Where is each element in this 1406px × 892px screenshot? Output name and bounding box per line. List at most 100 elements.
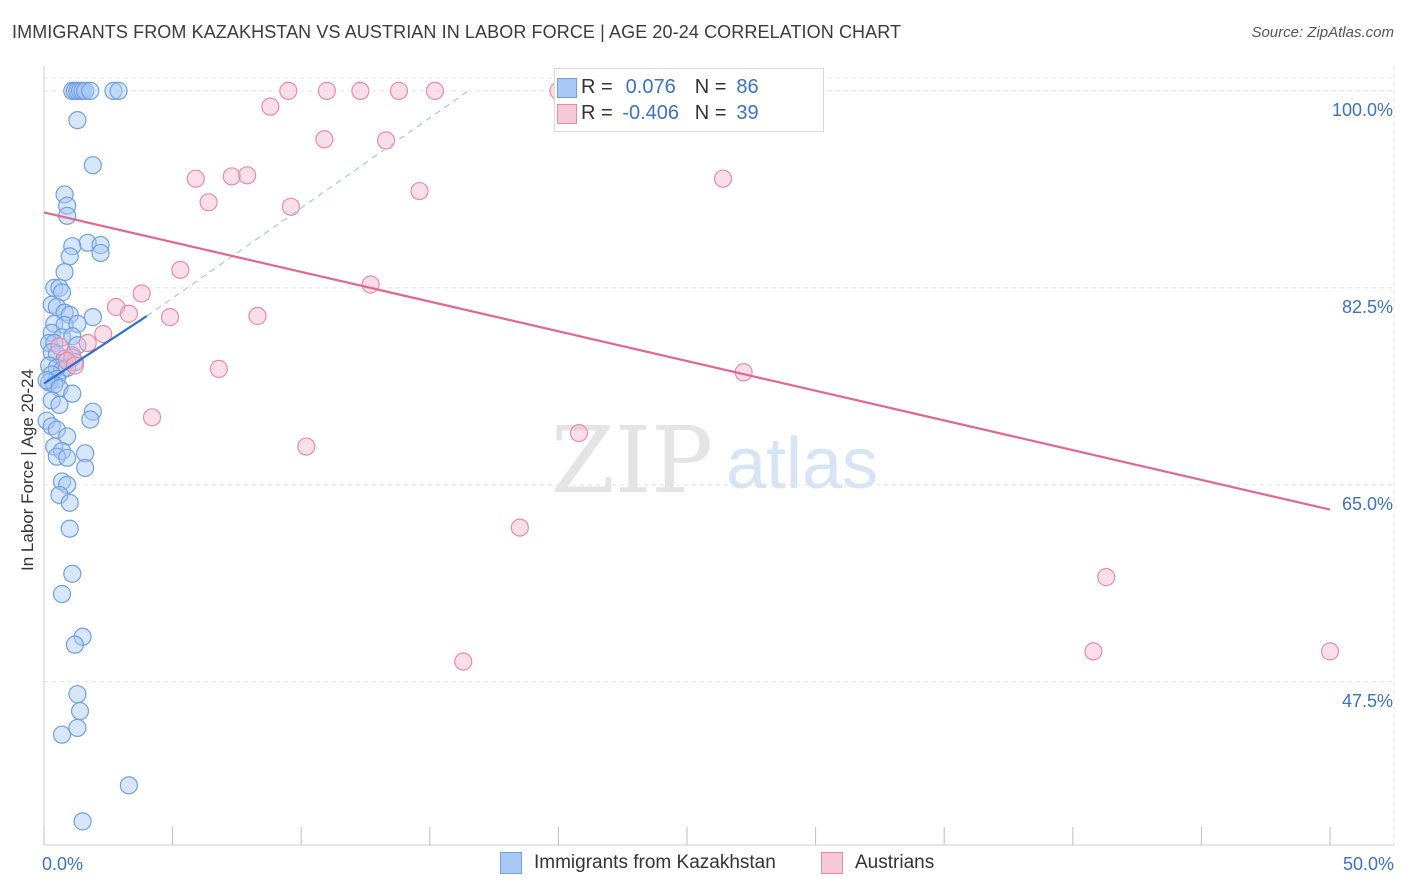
x-tick-label: 50.0%	[1343, 854, 1394, 874]
austrian-point	[1097, 568, 1116, 587]
austrian-trend-line	[43, 211, 1331, 511]
kazakhstan-point	[68, 111, 87, 130]
austrian-point	[297, 437, 316, 456]
austrian-point	[171, 260, 190, 279]
y-tick-label: 82.5%	[1342, 297, 1393, 317]
kazakhstan-point	[58, 196, 77, 215]
n-value: 86	[736, 75, 759, 98]
austrian-point	[410, 181, 429, 201]
austrian-point	[425, 81, 445, 100]
kazakhstan-point	[37, 411, 56, 430]
kazakhstan-point	[50, 395, 69, 415]
r-value: 0.076	[625, 75, 676, 98]
austrian-point	[78, 333, 97, 353]
austrian-point	[1320, 642, 1340, 661]
blue-swatch	[500, 852, 522, 874]
kazakhstan-point	[58, 475, 77, 494]
y-tick-label: 65.0%	[1342, 494, 1393, 514]
kazakhstan-point	[63, 384, 82, 403]
austrian-point	[1084, 642, 1103, 661]
axes	[43, 66, 1394, 846]
y-tick-label: 100.0%	[1332, 100, 1393, 120]
austrian-point	[261, 97, 280, 116]
r-label: R =	[581, 101, 613, 124]
watermark-atlas: atlas	[726, 424, 878, 504]
n-value: 39	[736, 101, 759, 124]
kazakhstan-point	[52, 725, 72, 744]
kazakhstan-trend-extension	[146, 90, 469, 317]
n-label: N =	[694, 101, 727, 124]
austrian-point	[317, 81, 337, 100]
austrian-point	[569, 423, 589, 443]
austrian-point	[248, 306, 267, 326]
kazakhstan-point	[70, 701, 90, 721]
austrian-point	[361, 275, 380, 294]
kazakhstan-point	[52, 584, 72, 604]
kazakhstan-point	[65, 635, 84, 654]
legend-label: Immigrants from Kazakhstan	[534, 852, 776, 873]
stats-legend-row-blue: R = 0.076 N = 86	[557, 74, 759, 100]
kazakhstan-point	[81, 410, 100, 429]
stats-legend-row-pink: R = -0.406 N = 39	[557, 100, 759, 126]
pink-swatch	[821, 852, 843, 874]
tick-labels: 47.5% 65.0% 82.5% 100.0% 0.0% 50.0%	[42, 100, 1394, 874]
legend-item-kazakhstan: Immigrants from Kazakhstan	[500, 852, 776, 874]
austrian-point	[510, 518, 529, 537]
kazakhstan-point	[83, 156, 102, 175]
austrian-point	[50, 337, 69, 356]
austrian-point	[199, 193, 218, 212]
source-credit: Source: ZipAtlas.com	[1251, 24, 1394, 41]
austrian-point	[142, 408, 162, 427]
kazakhstan-point	[76, 458, 95, 478]
kazakhstan-point	[76, 81, 95, 100]
austrian-point	[315, 130, 334, 149]
kazakhstan-point	[76, 444, 95, 463]
austrian-point	[186, 169, 205, 188]
legend-item-austrians: Austrians	[821, 852, 934, 874]
kazakhstan-point	[63, 564, 82, 583]
kazakhstan-point	[63, 327, 82, 346]
kazakhstan-point	[83, 308, 102, 327]
kazakhstan-point	[60, 247, 79, 266]
austrian-point	[279, 81, 298, 100]
austrian-point	[132, 284, 151, 303]
n-label: N =	[694, 75, 727, 98]
pink-swatch	[557, 104, 577, 124]
kazakhstan-point	[81, 81, 100, 100]
data-points	[37, 81, 1340, 831]
austrian-point	[209, 359, 228, 378]
austrian-point	[281, 197, 301, 216]
austrian-point	[94, 324, 113, 344]
austrian-point	[454, 652, 473, 671]
kazakhstan-point	[91, 235, 110, 255]
austrian-point	[222, 167, 241, 186]
kazakhstan-point	[68, 718, 87, 738]
chart-title: IMMIGRANTS FROM KAZAKHSTAN VS AUSTRIAN I…	[12, 22, 902, 42]
y-tick-label: 47.5%	[1342, 691, 1393, 711]
trend-lines	[43, 90, 1331, 511]
stats-legend: R = 0.076 N = 86 R = -0.406 N = 39	[554, 68, 824, 132]
austrian-point	[238, 166, 257, 185]
kazakhstan-point	[55, 185, 74, 204]
kazakhstan-point	[52, 472, 72, 491]
watermark: ZIP atlas	[551, 407, 878, 514]
legend-label: Austrians	[855, 852, 935, 873]
kazakhstan-point	[119, 776, 138, 795]
kazakhstan-point	[58, 448, 77, 467]
austrian-point	[713, 169, 733, 188]
blue-swatch	[557, 78, 577, 98]
kazakhstan-point	[73, 812, 92, 831]
austrian-point	[376, 131, 396, 150]
austrian-point	[389, 81, 409, 100]
kazakhstan-point	[68, 685, 87, 704]
austrian-point	[160, 308, 180, 327]
kazakhstan-point	[91, 243, 110, 263]
kazakhstan-point	[60, 519, 79, 538]
austrian-point	[351, 81, 370, 100]
x-tick-label: 0.0%	[42, 854, 83, 874]
kazakhstan-point	[104, 81, 123, 100]
watermark-zip: ZIP	[551, 407, 713, 514]
kazakhstan-point	[60, 493, 79, 512]
kazakhstan-point	[109, 81, 128, 100]
